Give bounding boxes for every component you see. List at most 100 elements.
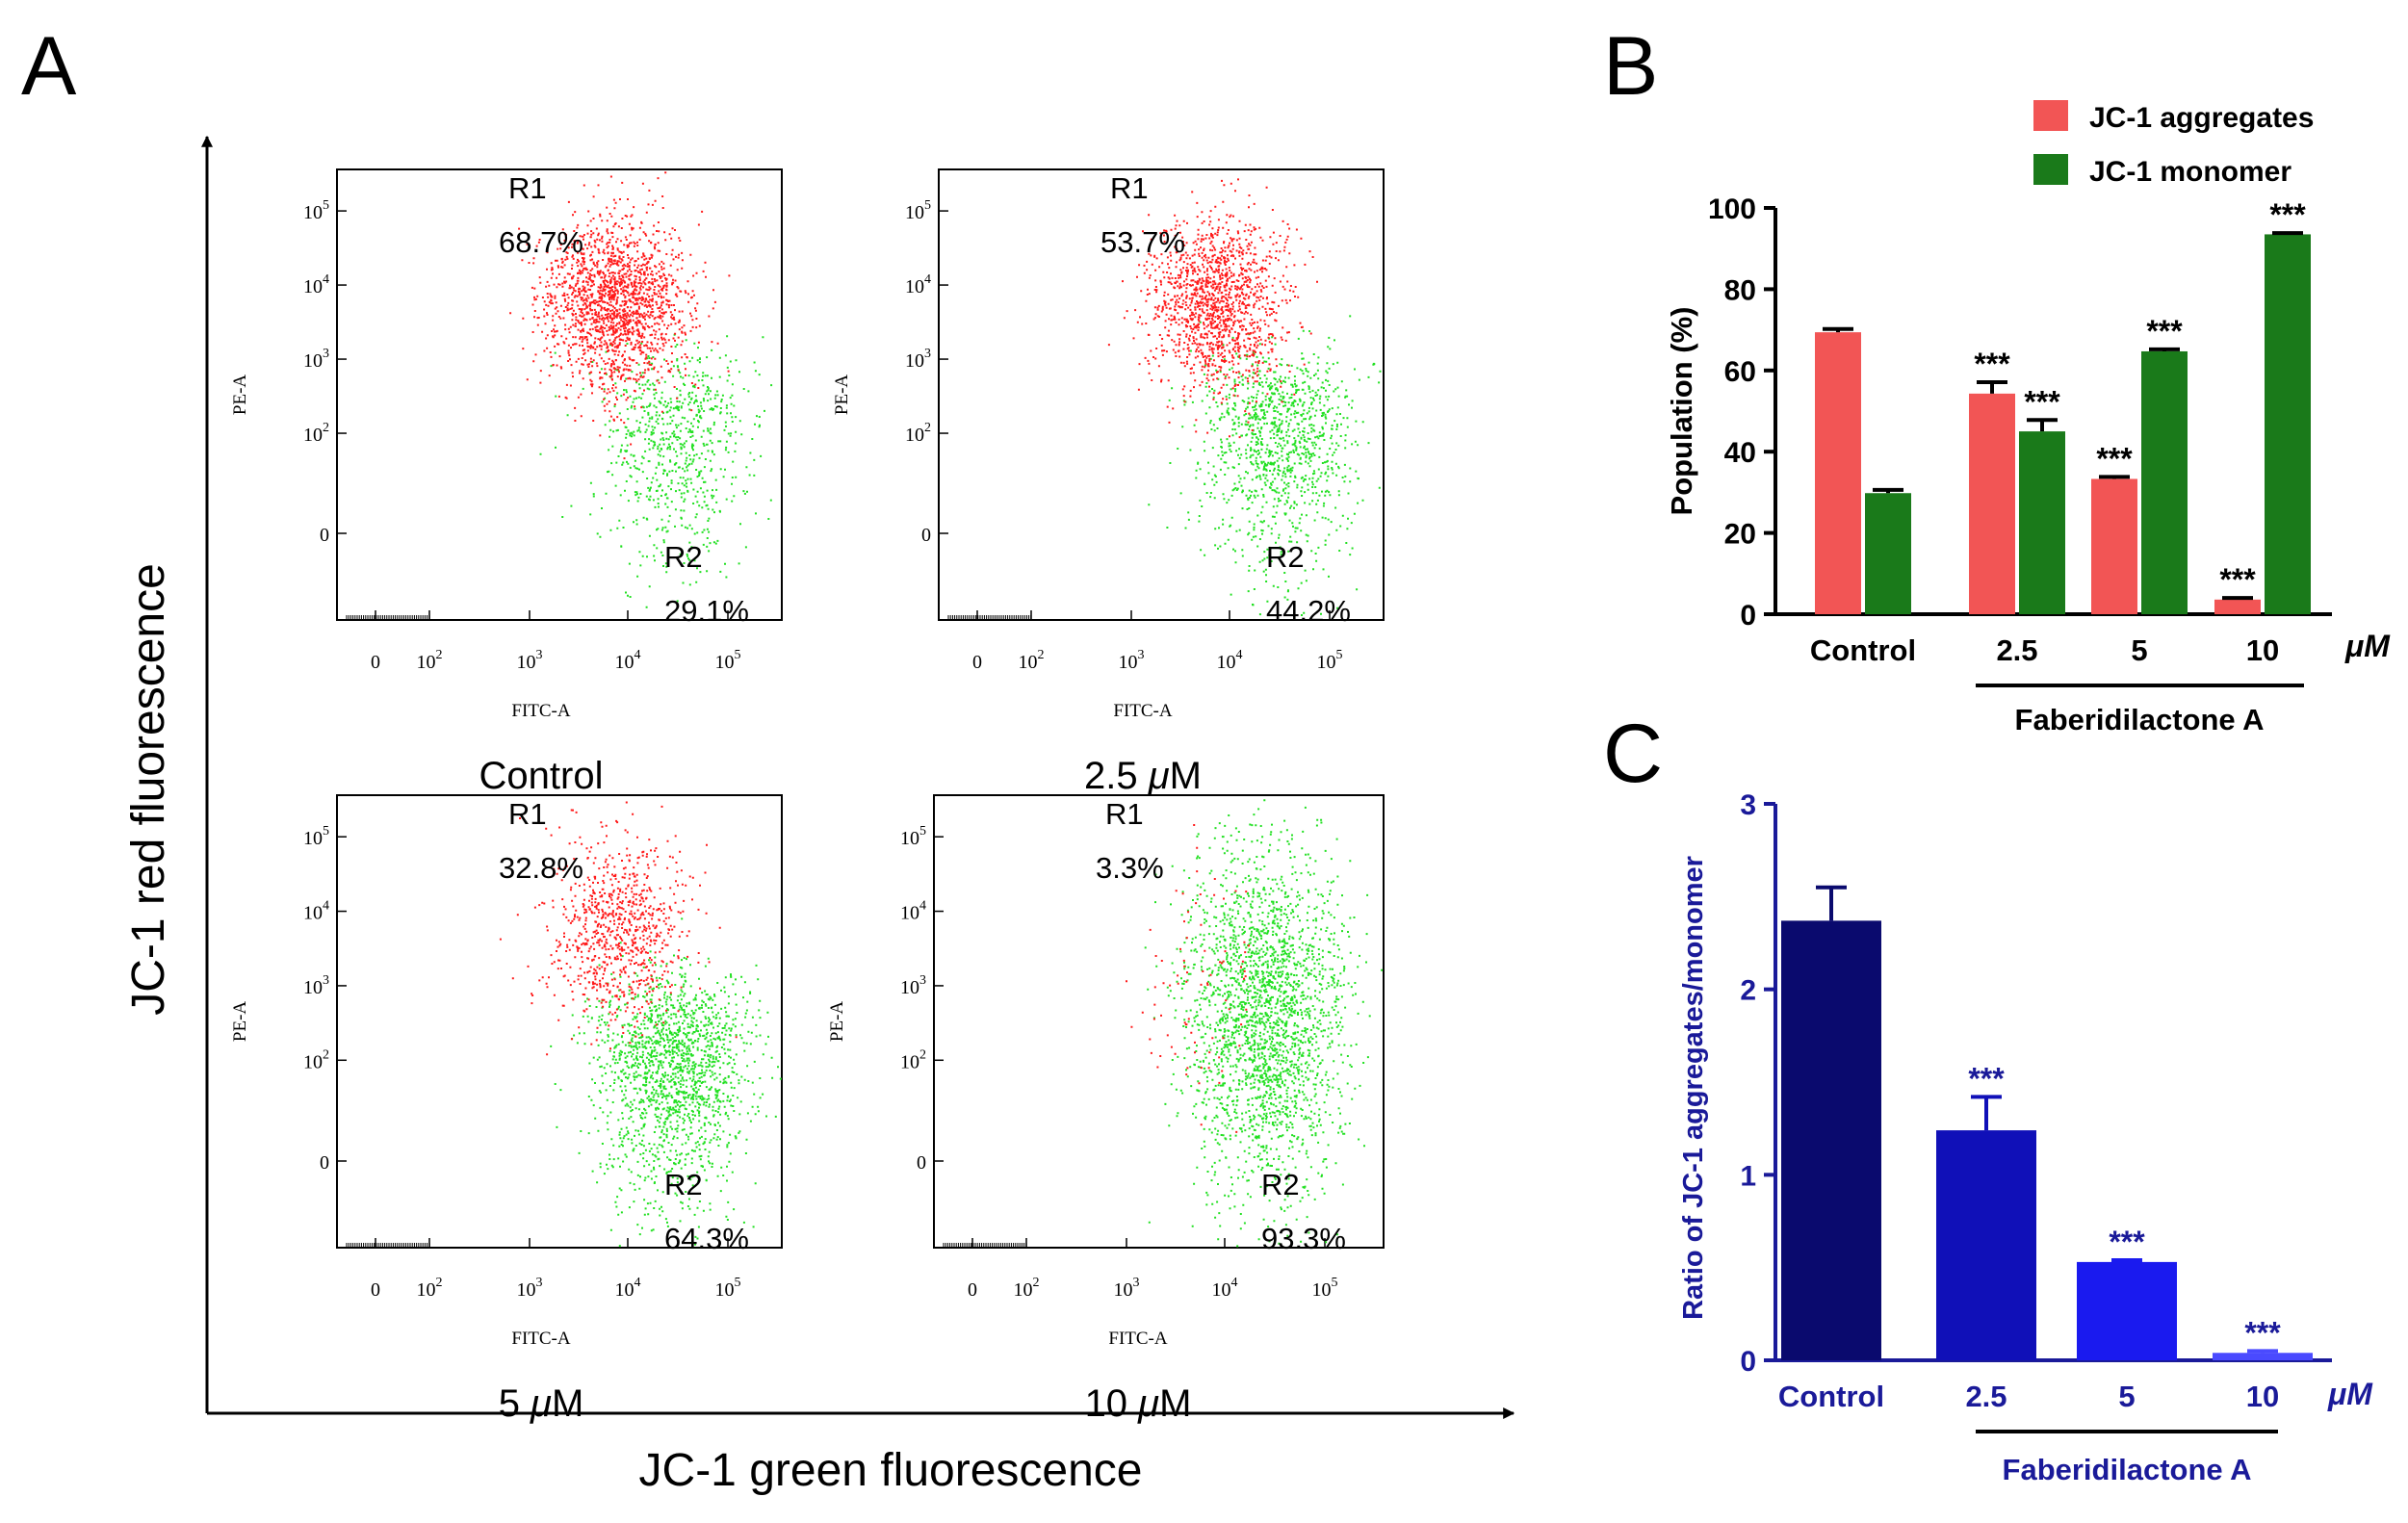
bar-aggregates: [1969, 393, 2015, 614]
flow-x-tick-label: 0: [972, 652, 982, 673]
flow-y-tick-label: 103: [905, 347, 931, 372]
flow-plot-y-label: PE-A: [827, 1001, 847, 1043]
significance-marker: ***: [2146, 314, 2183, 348]
flow-x-tick-label: 104: [1212, 1276, 1238, 1301]
y-tick-label: 1: [1740, 1160, 1756, 1192]
r2-value: 44.2%: [1266, 594, 1351, 628]
flow-y-tick-label: 104: [303, 272, 329, 297]
bar-aggregates: [2091, 478, 2137, 614]
flow-plot-2: 0 102 103 104 105 0 102 103 104 105 PE-A FITC-A R1 53…: [832, 168, 1385, 797]
panel-c-bars: *** *** ***: [1781, 885, 2313, 1360]
x-category-label: 5: [2131, 633, 2147, 667]
significance-marker: ***: [2269, 197, 2306, 232]
x-category-label: Control: [1778, 1380, 1884, 1413]
bar-monomer: [2019, 431, 2065, 614]
y-tick-label: 0: [1740, 1346, 1756, 1378]
flow-plot-x-label: FITC-A: [511, 701, 571, 721]
panel-b-unit-label: μM: [2344, 629, 2391, 663]
flow-plot-caption: 5 μM: [499, 1382, 584, 1425]
y-tick-label: 0: [1740, 600, 1756, 632]
flow-plot-y-label: PE-A: [230, 1001, 250, 1043]
flow-x-tick-label: 0: [371, 652, 380, 673]
r2-value: 29.1%: [664, 594, 749, 628]
panel-letter-b: B: [1603, 20, 1658, 113]
significance-marker: ***: [2096, 441, 2133, 476]
flow-plot-1: 0 102 103 104 105 0 102 103 104 105 PE-A FITC-A R1 68…: [230, 168, 783, 797]
x-category-label: 10: [2246, 633, 2279, 667]
r1-label: R1: [1110, 171, 1149, 205]
flow-y-tick-label: 102: [905, 421, 931, 446]
flow-x-tick-label: 103: [517, 1276, 543, 1301]
red-population-dots: [499, 801, 738, 1056]
flow-y-tick-label: 103: [303, 347, 329, 372]
flow-scatter-points: [509, 171, 773, 608]
flow-y-tick-label: 105: [303, 198, 329, 223]
r1-label: R1: [508, 797, 547, 831]
flow-x-tick-label: 104: [615, 1276, 641, 1301]
flow-x-tick-label: 104: [615, 648, 641, 673]
flow-scatter-points: [499, 801, 782, 1248]
bar-monomer: [1865, 493, 1911, 614]
flow-scatter-points: [1107, 178, 1382, 616]
flow-y-tick-label: 105: [900, 824, 926, 849]
flow-plot-frame: [933, 794, 1385, 1249]
green-population-dots: [1144, 799, 1384, 1248]
flow-y-tick-label: 104: [900, 899, 926, 924]
flow-plot-frame: [938, 168, 1385, 621]
r2-value: 64.3%: [664, 1222, 749, 1255]
r1-value: 32.8%: [499, 851, 583, 885]
flow-y-tick-label: 103: [303, 973, 329, 998]
flow-x-tick-label: 103: [1114, 1276, 1140, 1301]
flow-x-tick-label: 103: [1119, 648, 1145, 673]
panel-c-labels: Control 2.5 5 10: [1778, 1380, 2279, 1413]
panel-a-x-axis-label: JC-1 green fluorescence: [639, 1445, 1143, 1496]
flow-plot-caption: Control: [479, 755, 604, 797]
panel-b-legend: JC-1 aggregates JC-1 monomer: [2033, 100, 2314, 188]
flow-x-tick-label: 102: [1019, 648, 1045, 673]
bar-monomer: [2141, 350, 2188, 614]
flow-x-tick-label: 0: [968, 1279, 977, 1301]
bar-aggregates: [2214, 599, 2261, 614]
flow-x-tick-label: 105: [1317, 648, 1343, 673]
bar-aggregates: [1815, 332, 1861, 614]
y-tick-label: 20: [1724, 519, 1756, 551]
panel-a-y-axis-label: JC-1 red fluorescence: [123, 563, 174, 1016]
ratio-bar: [2077, 1261, 2177, 1360]
panel-b-bars: *** *** *** *** *** ***: [1815, 197, 2311, 614]
legend-swatch-aggregates: [2033, 100, 2068, 131]
flow-x-tick-label: 102: [417, 648, 443, 673]
ratio-bar: [1781, 920, 1881, 1360]
r1-value: 53.7%: [1100, 225, 1185, 259]
panel-b-labels: Control 2.5 5 10: [1810, 633, 2279, 667]
y-tick-label: 40: [1724, 437, 1756, 469]
flow-y-tick-label: 105: [303, 824, 329, 849]
flow-plot-x-label: FITC-A: [511, 1329, 571, 1349]
x-category-label: 2.5: [1996, 633, 2037, 667]
ratio-bar: [1936, 1130, 2036, 1360]
flow-x-tick-label: 0: [371, 1279, 380, 1301]
r1-label: R1: [1105, 797, 1144, 831]
green-population-dots: [1148, 315, 1382, 616]
flow-y-tick-label: 104: [905, 272, 931, 297]
significance-marker: ***: [1974, 347, 2010, 381]
flow-x-tick-label: 104: [1217, 648, 1243, 673]
panel-c-y-axis-label: Ratio of JC-1 aggregates/monomer: [1678, 856, 1709, 1320]
panel-c-bracket-label: Faberidilactone A: [2003, 1453, 2252, 1486]
flow-y-tick-label: 0: [917, 1152, 926, 1174]
flow-y-tick-label: 0: [320, 525, 329, 546]
significance-marker: ***: [2244, 1315, 2281, 1350]
flow-y-tick-label: 102: [303, 421, 329, 446]
legend-swatch-monomer: [2033, 154, 2068, 185]
r2-label: R2: [1261, 1168, 1300, 1201]
flow-plot-x-label: FITC-A: [1108, 1329, 1168, 1349]
x-category-label: Control: [1810, 633, 1916, 667]
r2-label: R2: [664, 1168, 703, 1201]
flow-x-tick-label: 105: [715, 1276, 741, 1301]
flow-plot-y-label: PE-A: [230, 374, 250, 416]
flow-x-tick-label: 102: [417, 1276, 443, 1301]
flow-y-tick-label: 102: [900, 1047, 926, 1072]
r1-label: R1: [508, 171, 547, 205]
x-category-label: 2.5: [1965, 1380, 2007, 1413]
panel-c-chart: Ratio of JC-1 aggregates/monomer 0 1 2 3 **…: [1678, 789, 2373, 1486]
bar-monomer: [2265, 234, 2311, 614]
